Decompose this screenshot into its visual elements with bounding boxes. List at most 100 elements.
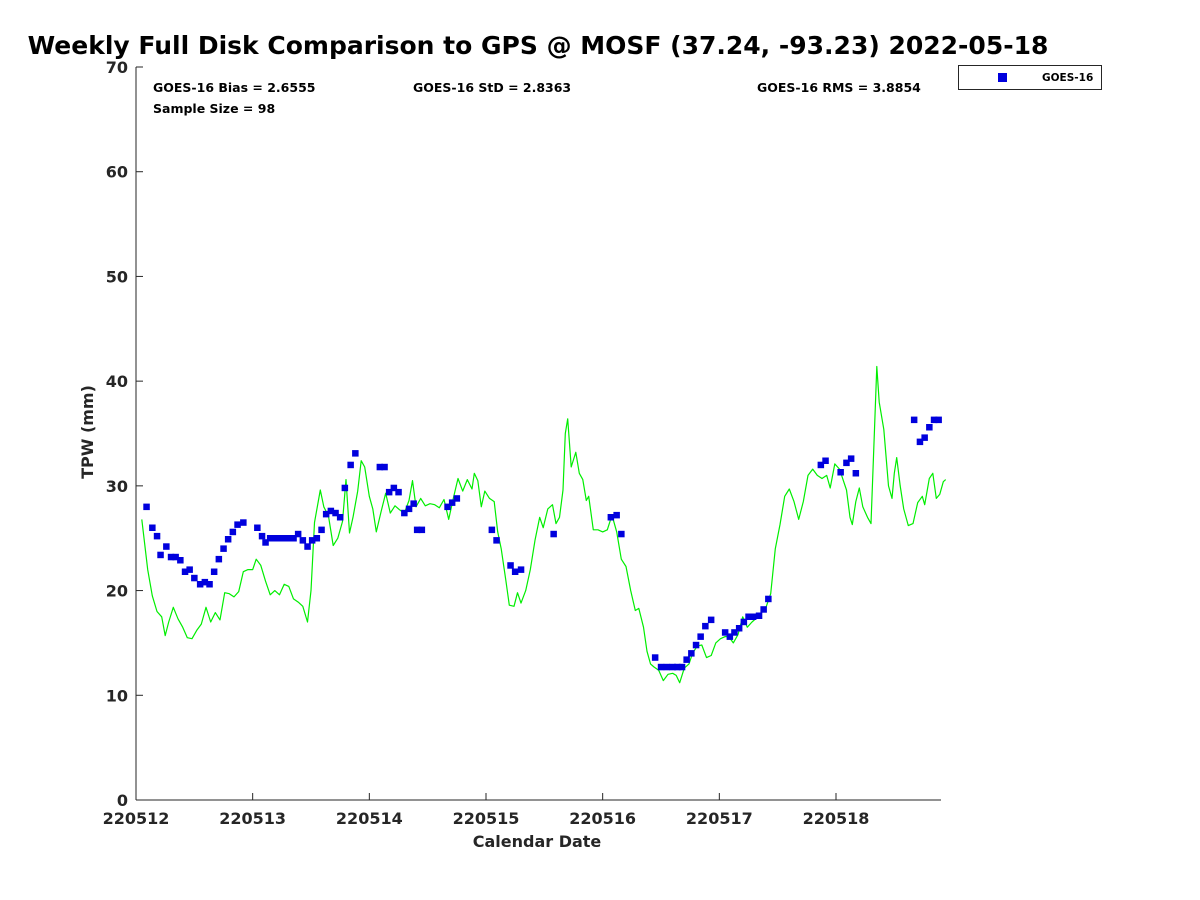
goes-16-point [327, 507, 335, 515]
goes-16-point [697, 633, 704, 640]
x-tick-label: 220516 [569, 809, 636, 828]
goes-16-point [290, 535, 297, 542]
y-tick-label: 30 [106, 477, 128, 496]
y-tick-label: 60 [106, 163, 128, 182]
goes-16-point [852, 470, 860, 477]
goes-16-point [381, 463, 388, 471]
goes-16-point [294, 530, 302, 538]
goes-16-point [240, 519, 247, 526]
goes-16-point [206, 581, 213, 588]
x-tick-label: 220512 [103, 809, 170, 828]
legend: GOES-16 [958, 65, 1102, 90]
goes-16-point [224, 536, 232, 543]
y-axis-ticks: 0 10 20 30 40 50 60 70 [106, 58, 143, 810]
goes-16-point [336, 514, 344, 521]
goes-16-point [507, 562, 514, 569]
goes-16-point [143, 503, 150, 511]
goes-16-point [385, 488, 393, 496]
goes-16-point [726, 633, 734, 640]
goes-16-point [607, 514, 615, 521]
goes-16-point [674, 663, 681, 671]
goes-16-point [181, 568, 189, 575]
goes-16-point [822, 457, 829, 464]
sample-size-stat: Sample Size = 98 [153, 101, 275, 116]
goes-16-point [843, 459, 850, 467]
goes-16-point [196, 581, 204, 588]
legend-label-goes-16: GOES-16 [1042, 72, 1093, 84]
goes-16-point [280, 535, 288, 542]
goes-16-point [405, 505, 413, 513]
goes-16-point [266, 535, 274, 542]
chart-title: Weekly Full Disk Comparison to GPS @ MOS… [28, 31, 1049, 60]
goes-16-point [847, 455, 855, 462]
std-stat: GOES-16 StD = 2.8363 [413, 80, 571, 95]
bias-stat: GOES-16 Bias = 2.6555 [153, 80, 315, 95]
goes-16-point [735, 625, 743, 632]
goes-16-point [352, 450, 359, 457]
goes-16-point [721, 629, 729, 636]
goes-16-point [444, 503, 451, 511]
goes-16-point [618, 530, 625, 538]
goes-16-point [755, 612, 763, 619]
goes-16-point [453, 495, 461, 502]
x-tick-label: 220513 [219, 809, 286, 828]
y-tick-label: 70 [106, 58, 128, 77]
goes-16-point [550, 530, 557, 538]
goes-16-series [143, 416, 942, 671]
goes-16-point [493, 537, 500, 544]
goes-16-point [817, 461, 825, 469]
goes-16-point [332, 509, 339, 517]
x-axis-ticks: 220512 220513 220514 220515 220516 220517 2205… [103, 793, 869, 828]
x-tick-label: 220515 [453, 809, 520, 828]
goes-16-point [157, 551, 164, 559]
y-tick-label: 0 [117, 791, 128, 810]
goes-16-point [276, 535, 283, 542]
goes-16-point [220, 545, 227, 552]
goes-16-point [172, 553, 179, 561]
goes-16-point [669, 663, 676, 671]
goes-16-point [663, 663, 671, 671]
goes-16-point [149, 524, 156, 531]
y-tick-label: 20 [106, 582, 128, 601]
goes-16-point [347, 461, 354, 469]
goes-16-point [167, 553, 175, 561]
x-axis-label: Calendar Date [473, 832, 602, 851]
goes-16-point [254, 524, 261, 531]
goes-16-point [488, 526, 496, 534]
goes-16-point [229, 528, 237, 536]
goes-16-point [210, 568, 218, 575]
goes-16-point [390, 484, 398, 492]
goes-16-point [153, 532, 161, 540]
x-tick-label: 220514 [336, 809, 403, 828]
goes-16-point [401, 509, 408, 517]
goes-16-point [692, 641, 700, 649]
goes-16-point [930, 416, 938, 424]
goes-16-point [926, 424, 933, 431]
goes-16-point [921, 434, 928, 441]
goes-16-point [376, 463, 384, 471]
legend-box [958, 65, 1102, 90]
axes: 0 10 20 30 40 50 60 70 220512 220513 220514 220515… [103, 58, 941, 828]
goes-16-point [322, 510, 330, 518]
y-tick-label: 40 [106, 372, 128, 391]
goes-16-point [731, 629, 738, 636]
legend-marker-goes-16 [998, 73, 1007, 82]
goes-16-point [341, 484, 349, 492]
goes-16-point [683, 656, 690, 663]
goes-16-point [910, 416, 918, 424]
y-tick-label: 50 [106, 267, 128, 286]
goes-16-point [702, 622, 709, 630]
goes-16-point [410, 500, 417, 507]
goes-16-point [517, 566, 525, 573]
goes-16-point [837, 469, 844, 476]
rms-stat: GOES-16 RMS = 3.8854 [757, 80, 921, 95]
goes-16-point [163, 543, 170, 550]
goes-16-point [745, 613, 752, 620]
goes-16-point [201, 578, 209, 586]
goes-16-point [186, 566, 193, 573]
goes-16-point [191, 574, 198, 582]
goes-16-point [177, 557, 184, 564]
goes-16-point [657, 663, 665, 671]
